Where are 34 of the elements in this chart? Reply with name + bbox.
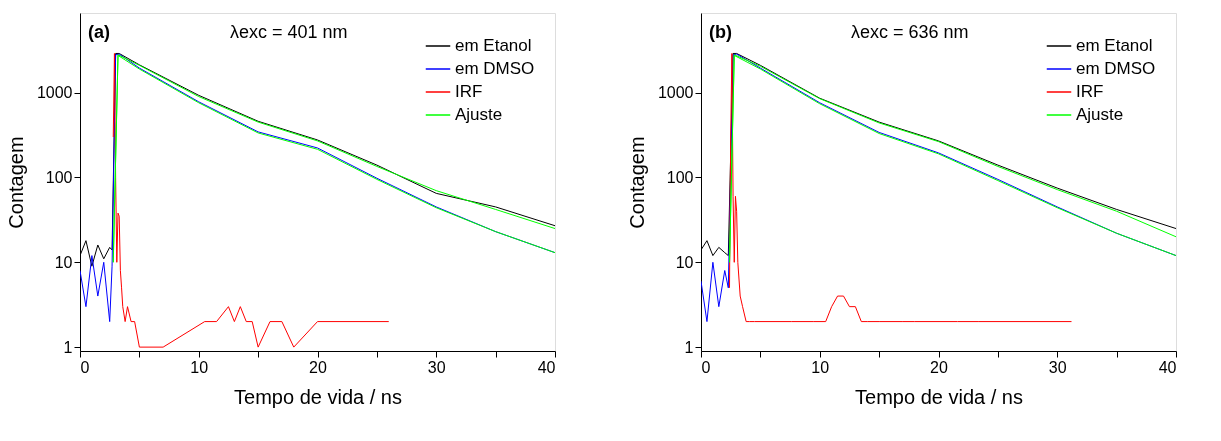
y-tick-label: 1: [63, 338, 73, 356]
annotation: (a): [88, 22, 110, 42]
annotation: λexc = 636 nm: [851, 22, 969, 42]
annotation: λexc = 401 nm: [230, 22, 348, 42]
y-tick-label: 1000: [657, 84, 694, 102]
y-axis-title: Contagem: [625, 136, 648, 229]
x-tick-label: 20: [930, 358, 948, 376]
x-tick-label: 0: [80, 358, 90, 376]
y-tick-label: 1000: [36, 84, 73, 102]
x-tick-label: 30: [427, 358, 446, 376]
y-tick-label: 1: [684, 338, 694, 356]
x-tick-label: 0: [701, 358, 711, 376]
x-tick-label: 20: [309, 358, 327, 376]
x-tick-label: 10: [811, 358, 830, 376]
y-tick-label: 100: [45, 168, 73, 186]
x-axis-title: Tempo de vida / ns: [855, 385, 1023, 408]
annotation: (b): [709, 22, 732, 42]
legend-label: Ajuste: [1076, 105, 1124, 124]
x-tick-label: 40: [1158, 358, 1177, 376]
legend-label: em DMSO: [455, 59, 535, 78]
y-tick-label: 10: [54, 253, 73, 271]
x-tick-label: 30: [1048, 358, 1067, 376]
legend-label: em Etanol: [455, 36, 532, 55]
legend-label: Ajuste: [455, 105, 503, 124]
y-tick-label: 10: [675, 253, 694, 271]
legend-label: IRF: [1076, 82, 1104, 101]
y-axis-title: Contagem: [4, 136, 27, 229]
y-tick-label: 100: [666, 168, 694, 186]
legend-label: em Etanol: [1076, 36, 1153, 55]
legend-label: em DMSO: [1076, 59, 1156, 78]
x-tick-label: 10: [190, 358, 209, 376]
legend-label: IRF: [455, 82, 483, 101]
x-axis-title: Tempo de vida / ns: [234, 385, 402, 408]
x-tick-label: 40: [537, 358, 556, 376]
